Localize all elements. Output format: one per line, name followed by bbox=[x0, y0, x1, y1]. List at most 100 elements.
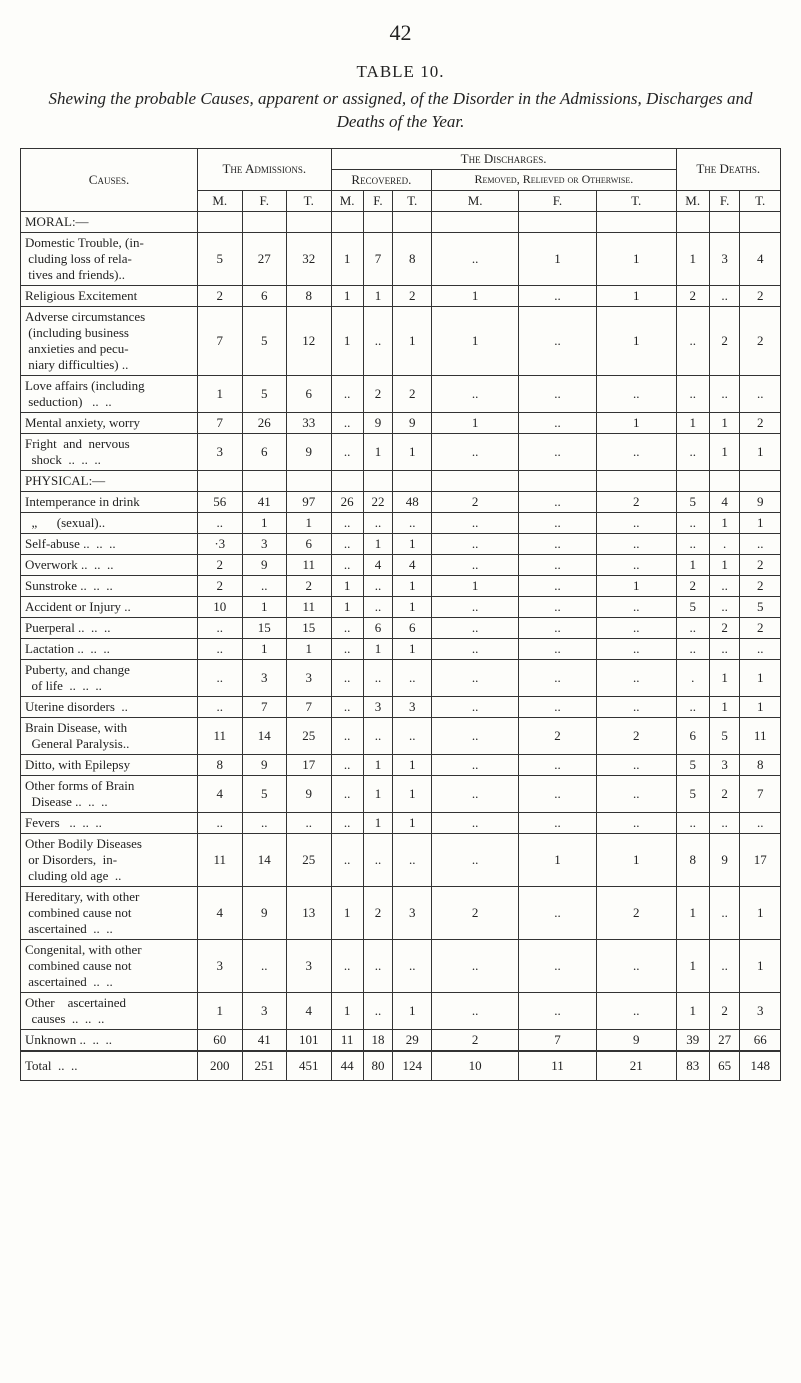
cell: 7 bbox=[198, 306, 243, 375]
cell: 3 bbox=[198, 939, 243, 992]
cell: .. bbox=[740, 812, 781, 833]
cell: .. bbox=[519, 412, 597, 433]
cell: 4 bbox=[287, 992, 332, 1029]
cell: 2 bbox=[432, 491, 519, 512]
cell: .. bbox=[198, 659, 243, 696]
col-discharges: The Discharges. bbox=[331, 148, 676, 169]
cause-cell: Fright and nervous shock .. .. .. bbox=[21, 433, 198, 470]
cell: 22 bbox=[363, 491, 392, 512]
cell: 97 bbox=[287, 491, 332, 512]
cell: .. bbox=[331, 433, 363, 470]
cell: 3 bbox=[740, 992, 781, 1029]
cell: 200 bbox=[198, 1051, 243, 1081]
cell: .. bbox=[432, 533, 519, 554]
cell: 2 bbox=[198, 285, 243, 306]
cell: 3 bbox=[393, 886, 432, 939]
cause-cell: Puberty, and change of life .. .. .. bbox=[21, 659, 198, 696]
cell: .. bbox=[519, 554, 597, 575]
cell: 11 bbox=[331, 1029, 363, 1051]
cell bbox=[331, 470, 363, 491]
cell: 4 bbox=[740, 232, 781, 285]
cell: 26 bbox=[242, 412, 287, 433]
cell: 41 bbox=[242, 491, 287, 512]
cell: 2 bbox=[740, 306, 781, 375]
cell: .. bbox=[519, 992, 597, 1029]
cell: .. bbox=[393, 717, 432, 754]
cell: .. bbox=[363, 575, 392, 596]
cell: 5 bbox=[242, 306, 287, 375]
cell bbox=[363, 470, 392, 491]
col-dt: T. bbox=[740, 190, 781, 211]
cell: 5 bbox=[676, 596, 709, 617]
cell: 1 bbox=[393, 533, 432, 554]
cell: 9 bbox=[709, 833, 740, 886]
cell: .. bbox=[331, 833, 363, 886]
cell: 65 bbox=[709, 1051, 740, 1081]
cell: 1 bbox=[676, 232, 709, 285]
cell: 1 bbox=[331, 232, 363, 285]
cause-cell: Sunstroke .. .. .. bbox=[21, 575, 198, 596]
cell: .. bbox=[363, 833, 392, 886]
cell: .. bbox=[331, 754, 363, 775]
cell: .. bbox=[198, 617, 243, 638]
cell: 25 bbox=[287, 717, 332, 754]
col-causes: Causes. bbox=[21, 148, 198, 211]
cell bbox=[676, 470, 709, 491]
cell: 2 bbox=[709, 617, 740, 638]
cell: 1 bbox=[393, 992, 432, 1029]
cell: 9 bbox=[596, 1029, 676, 1051]
cell: .. bbox=[363, 512, 392, 533]
cell bbox=[432, 211, 519, 232]
cell bbox=[740, 211, 781, 232]
col-am: M. bbox=[198, 190, 243, 211]
cell: .. bbox=[432, 512, 519, 533]
cell: .. bbox=[363, 659, 392, 696]
cell: 1 bbox=[740, 433, 781, 470]
cell: .. bbox=[596, 433, 676, 470]
cell: .. bbox=[432, 939, 519, 992]
cell: .. bbox=[331, 617, 363, 638]
cell: 1 bbox=[393, 306, 432, 375]
cell: 1 bbox=[393, 575, 432, 596]
cell: 11 bbox=[287, 554, 332, 575]
cell: .. bbox=[432, 717, 519, 754]
cell: 3 bbox=[363, 696, 392, 717]
cell: 1 bbox=[676, 992, 709, 1029]
cell: .. bbox=[198, 512, 243, 533]
cell: 1 bbox=[519, 833, 597, 886]
cell: 29 bbox=[393, 1029, 432, 1051]
cell: 5 bbox=[242, 375, 287, 412]
cell: .. bbox=[519, 491, 597, 512]
cell: 1 bbox=[287, 638, 332, 659]
cell: 1 bbox=[519, 232, 597, 285]
cell: 1 bbox=[331, 575, 363, 596]
cell: 2 bbox=[432, 1029, 519, 1051]
cell: 1 bbox=[709, 512, 740, 533]
cell: .. bbox=[432, 659, 519, 696]
cell: 15 bbox=[287, 617, 332, 638]
cell: 7 bbox=[363, 232, 392, 285]
cell bbox=[676, 211, 709, 232]
cell: 80 bbox=[363, 1051, 392, 1081]
col-xt: T. bbox=[596, 190, 676, 211]
cell: 1 bbox=[740, 886, 781, 939]
cell: 2 bbox=[596, 491, 676, 512]
cell: 6 bbox=[287, 375, 332, 412]
cell: .. bbox=[709, 812, 740, 833]
cause-cell: Congenital, with other combined cause no… bbox=[21, 939, 198, 992]
cell: . bbox=[709, 533, 740, 554]
cell: .. bbox=[596, 554, 676, 575]
cell bbox=[596, 470, 676, 491]
cell: 1 bbox=[596, 285, 676, 306]
col-at: T. bbox=[287, 190, 332, 211]
cell: .. bbox=[331, 533, 363, 554]
cell: .. bbox=[519, 533, 597, 554]
cell: .. bbox=[519, 617, 597, 638]
cause-cell: Other ascertained causes .. .. .. bbox=[21, 992, 198, 1029]
cell: .. bbox=[740, 638, 781, 659]
cell: 27 bbox=[709, 1029, 740, 1051]
cell: .. bbox=[709, 375, 740, 412]
cell: .. bbox=[709, 939, 740, 992]
cell: 1 bbox=[331, 886, 363, 939]
cell: 26 bbox=[331, 491, 363, 512]
